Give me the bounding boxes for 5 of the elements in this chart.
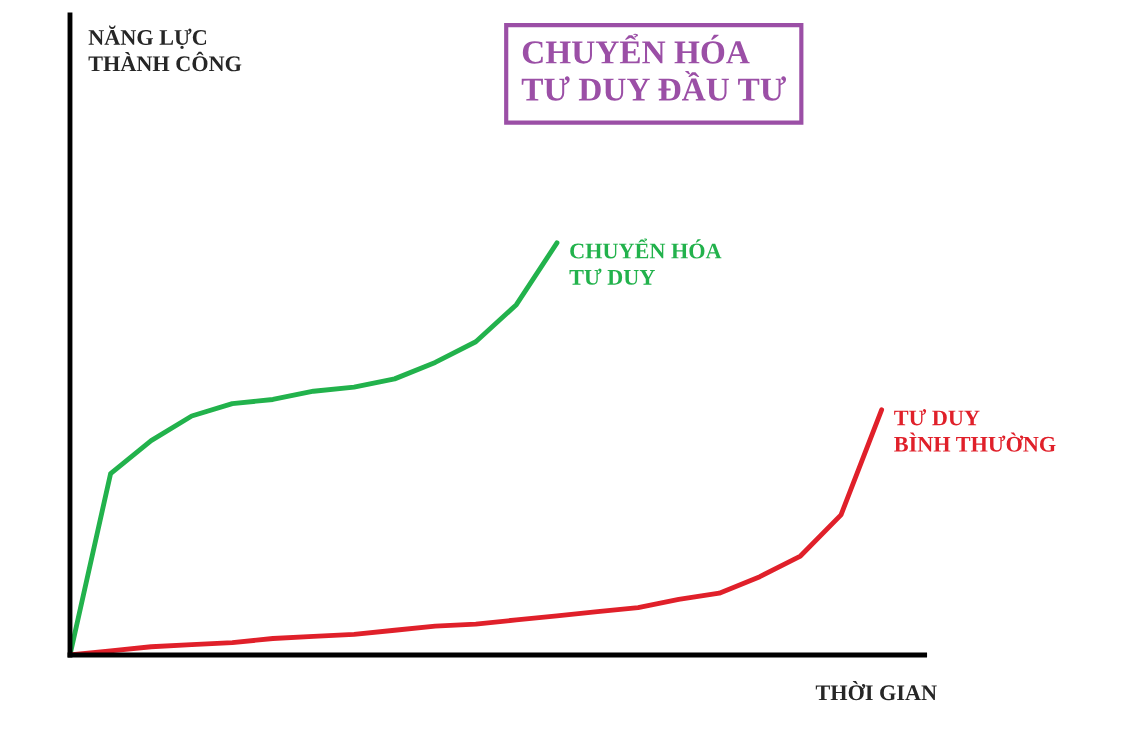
- x-axis-title: THỜI GIAN: [815, 681, 937, 701]
- chart-title: CHUYỂN HÓA TƯ DUY ĐẦU TƯ: [521, 33, 787, 101]
- series-label: TƯ DUY BÌNH THƯỜNG: [894, 409, 1056, 452]
- series-label: CHUYỂN HÓA TƯ DUY: [569, 238, 722, 285]
- text: NĂNG LỰC THÀNH CÔNG: [88, 25, 242, 72]
